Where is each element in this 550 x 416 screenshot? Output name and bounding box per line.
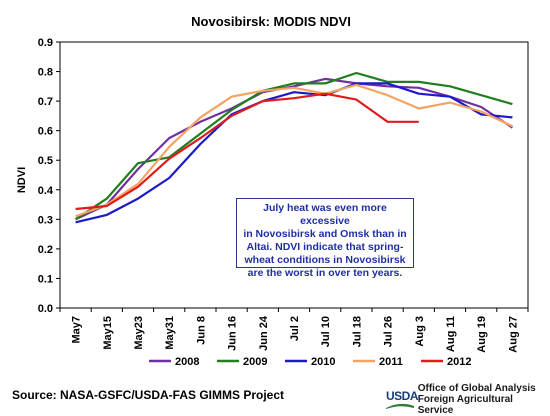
y-tick-label: 0.6	[38, 126, 53, 138]
usda-logo-text: USDA	[386, 388, 419, 403]
agency-block: USDA Office of Global Analysis Foreign A…	[386, 383, 550, 416]
x-tick-label: Aug 19	[476, 316, 488, 353]
plot-area: 0.0 0.1 0.2 0.3 0.4 0.5 0.6 0.7 0.8 0.9 May7 May15 M…	[38, 37, 529, 353]
annotation-line: wheat conditions in Novosibirsk	[244, 254, 406, 266]
y-tick-label: 0.0	[38, 303, 53, 315]
series-line-2012	[75, 92, 419, 211]
legend-label-2009: 2009	[243, 356, 267, 368]
x-tick-label: Jun 16	[227, 316, 239, 351]
annotation-line: in Novosibirsk and Omsk than in	[243, 228, 407, 240]
usda-swoosh-icon	[386, 403, 414, 409]
annotation-line: July heat was even more excessive	[263, 202, 387, 227]
legend-label-2010: 2010	[311, 356, 335, 368]
legend-label-2012: 2012	[447, 356, 471, 368]
series-line-2011	[75, 83, 513, 218]
x-tick-label: Aug 11	[445, 316, 457, 352]
series-line-2008	[75, 77, 514, 221]
y-tick-label: 0.9	[38, 37, 53, 49]
y-tick-label: 0.7	[38, 96, 53, 108]
y-tick-label: 0.2	[38, 244, 53, 256]
y-tick-label: 0.1	[38, 273, 53, 285]
y-axis-label: NDVI	[16, 167, 28, 193]
legend-label-2008: 2008	[175, 356, 199, 368]
annotation-box: July heat was even more excessive in Nov…	[236, 198, 414, 279]
y-tick-label: 0.8	[38, 67, 53, 79]
x-tick-label: May23	[133, 316, 145, 350]
annotation-line: are the worst in over ten years.	[247, 267, 403, 279]
legend-label-2011: 2011	[379, 356, 403, 368]
x-tick-label: Aug 27	[507, 316, 519, 353]
x-tick-label: Jun 24	[258, 315, 270, 351]
x-tick-label: May31	[164, 316, 176, 350]
x-tick-label: Jun 8	[195, 316, 207, 345]
series-line-2010	[75, 82, 513, 224]
plot-border	[59, 41, 529, 309]
x-tick-label: May15	[102, 316, 114, 350]
y-tick-label: 0.5	[38, 155, 53, 167]
legend: 2008 2009 2010 2011 2012	[149, 356, 471, 368]
chart-title: Novosibirsk: MODIS NDVI	[191, 14, 351, 29]
annotation-line: Altai. NDVI indicate that spring-	[246, 241, 404, 253]
source-credit: Source: NASA-GSFC/USDA-FAS GIMMS Project	[12, 388, 285, 402]
x-tick-label: May7	[71, 316, 83, 344]
x-tick-label: Aug 3	[414, 316, 426, 347]
x-tick-label: Jul 26	[383, 316, 395, 347]
agency-line-2: Foreign Agricultural Service	[417, 394, 513, 416]
series-line-2009	[74, 71, 513, 221]
y-tick-label: 0.4	[38, 185, 54, 197]
x-tick-label: Jul 2	[289, 316, 301, 341]
usda-logo: USDA	[386, 389, 419, 411]
x-tick-label: Jul 18	[351, 316, 363, 347]
y-tick-label: 0.3	[38, 214, 53, 226]
agency-line-1: Office of Global Analysis	[417, 383, 536, 394]
x-tick-label: Jul 10	[320, 316, 332, 347]
